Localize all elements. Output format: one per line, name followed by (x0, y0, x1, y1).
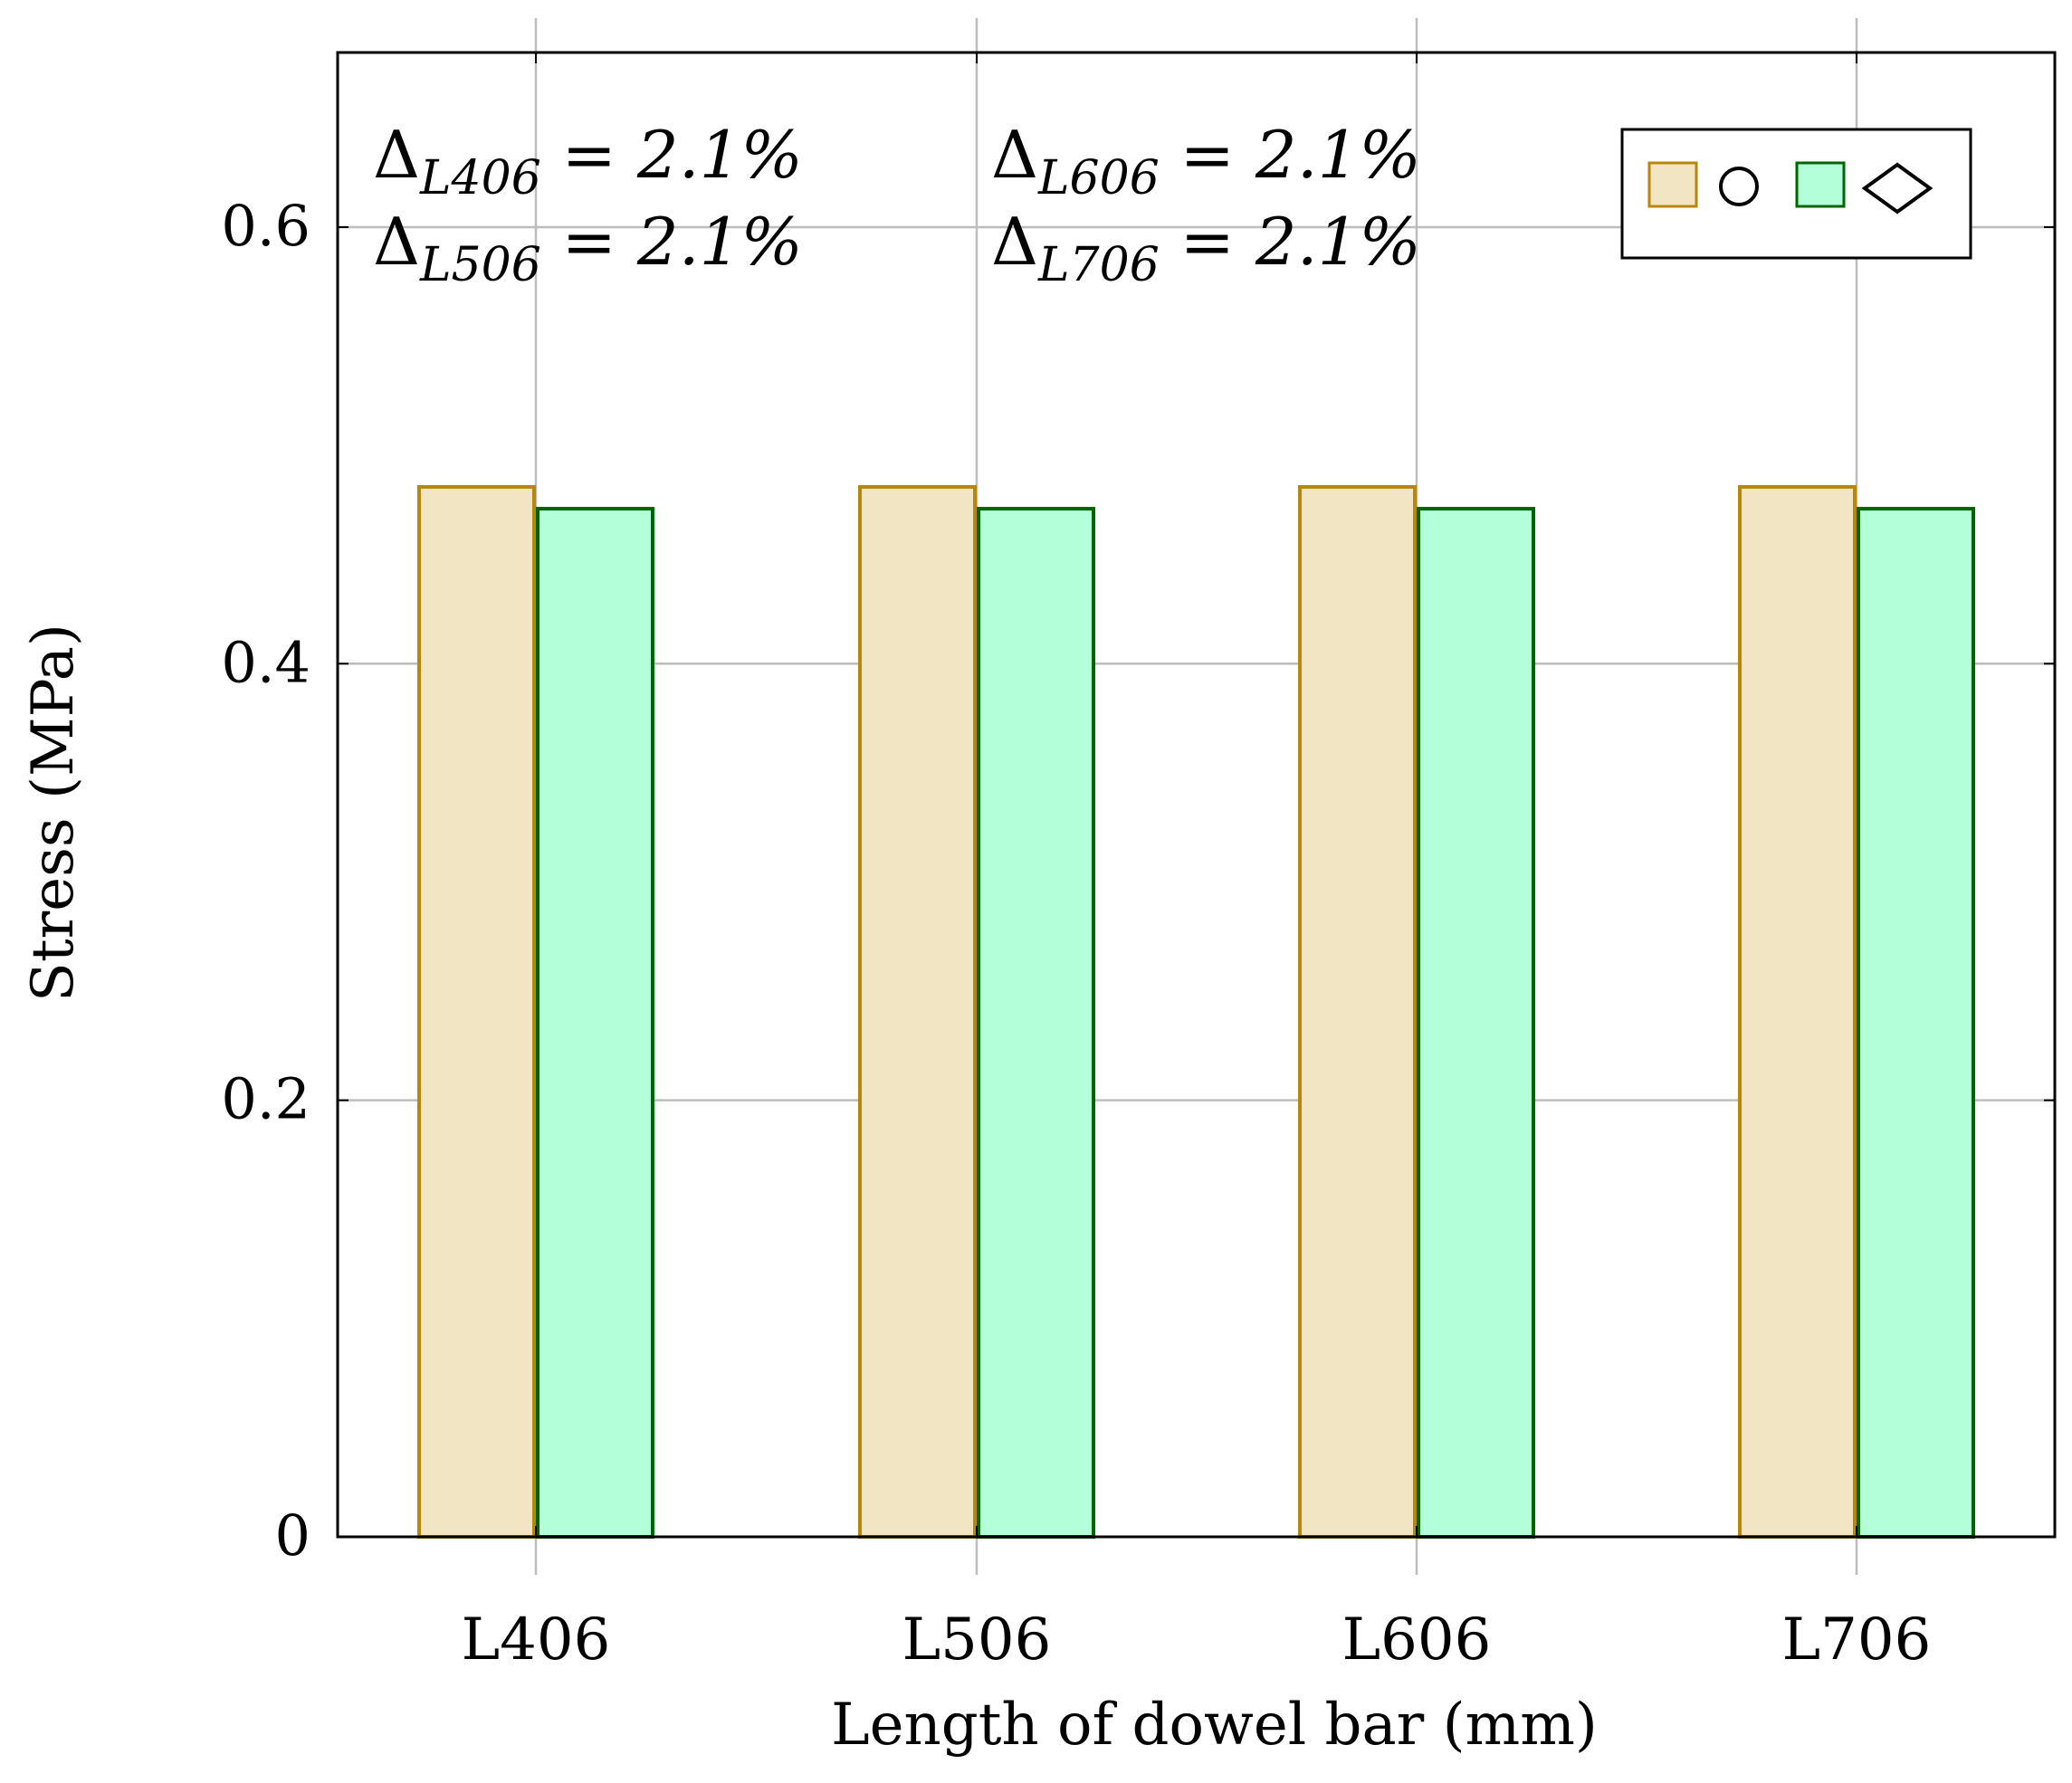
y-tick-label: 0.4 (221, 629, 310, 695)
delta-annotation: ΔL706 = 2.1% (991, 204, 1421, 292)
y-tick-label: 0.6 (221, 193, 310, 259)
axis-ticks (338, 52, 2055, 1538)
delta-annotation: ΔL506 = 2.1% (373, 204, 803, 292)
bar-series-1-l506 (858, 484, 977, 1539)
y-tick-labels: 0 0.2 0.4 0.6 (221, 193, 310, 1568)
legend-circle-icon (1719, 167, 1759, 206)
legend-diamond-icon (1861, 162, 1934, 215)
x-tick-label: L506 (902, 1607, 1052, 1673)
y-axis-title: Stress (MPa) (20, 624, 87, 1002)
x-axis-title: Length of dowel bar (mm) (831, 1692, 1598, 1759)
delta-annotation: ΔL406 = 2.1% (373, 117, 803, 205)
y-tick-label: 0.2 (221, 1066, 310, 1132)
legend (1620, 128, 1972, 260)
delta-annotations: ΔL406 = 2.1%ΔL506 = 2.1% ΔL606 = 2.1%ΔL70… (373, 117, 1421, 292)
x-tick-label: L406 (462, 1607, 611, 1673)
bar-series-2-l506 (977, 507, 1095, 1539)
x-tick-label: L706 (1782, 1607, 1932, 1673)
bar-series-1-l406 (417, 484, 536, 1539)
x-tick-labels: L406 L506 L606 L706 (462, 1607, 1932, 1673)
bar-series-2-l606 (1417, 507, 1535, 1539)
bar-series-1-l606 (1298, 484, 1417, 1539)
legend-swatch-series-2 (1795, 161, 1846, 208)
legend-swatch-series-1 (1647, 161, 1698, 208)
y-tick-label: 0 (275, 1502, 310, 1568)
bar-series-1-l706 (1738, 484, 1857, 1539)
bar-series-2-l706 (1857, 507, 1975, 1539)
bars (417, 484, 1975, 1539)
x-tick-label: L606 (1342, 1607, 1492, 1673)
delta-annotation: ΔL606 = 2.1% (991, 117, 1421, 205)
bar-series-2-l406 (536, 507, 654, 1539)
plot-frame (336, 51, 2057, 1539)
